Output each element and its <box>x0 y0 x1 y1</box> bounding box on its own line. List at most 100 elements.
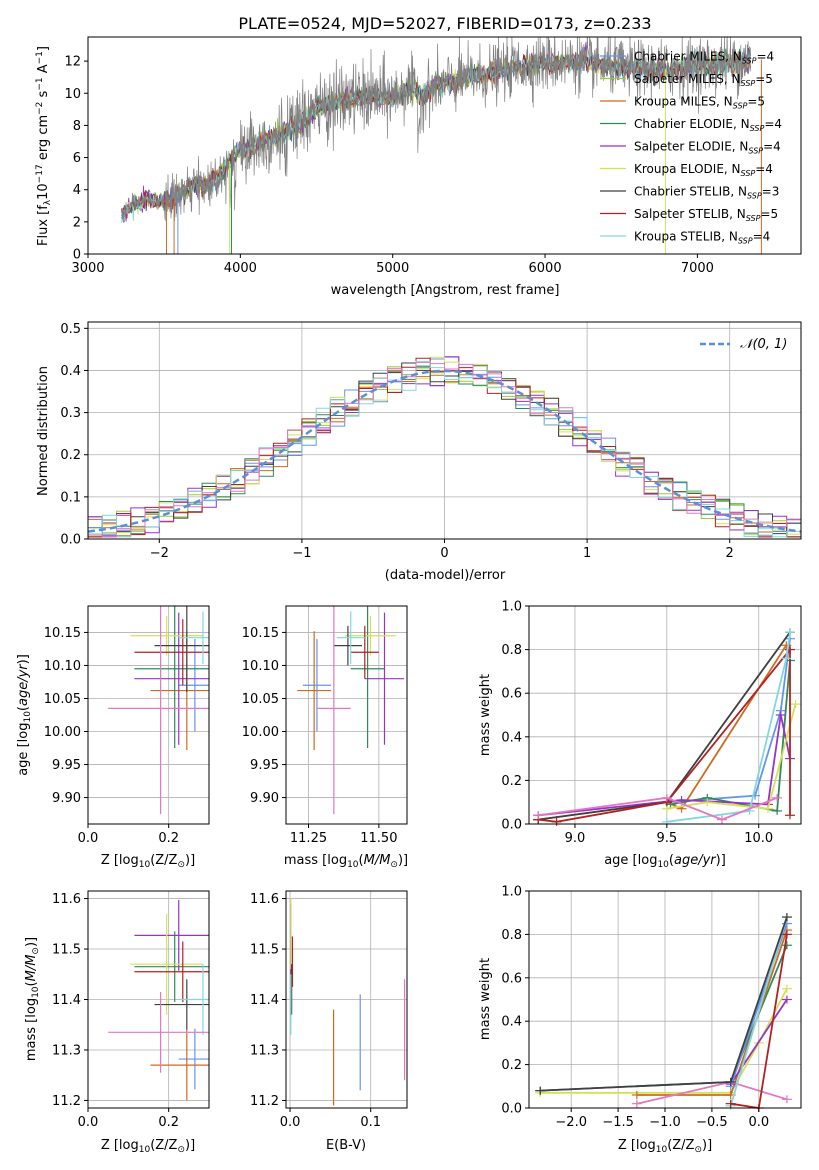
x-tick-label: −2.0 <box>555 1115 587 1130</box>
y-tick-label: 0.2 <box>60 448 81 463</box>
age-vs-metallicity-plot-area <box>87 606 209 824</box>
x-tick-label: −1 <box>292 546 311 561</box>
y-tick-label: 1.0 <box>501 885 522 900</box>
legend-label: Chabrier STELIB, NSSP=3 <box>634 185 779 201</box>
massweight-vs-age-plot-area <box>529 605 801 826</box>
residual-histogram-line <box>88 361 801 538</box>
x-tick-label: 11.25 <box>290 831 327 846</box>
y-tick-label: 10.00 <box>242 725 279 740</box>
legend-label: Kroupa MILES, NSSP=5 <box>634 95 765 111</box>
y-tick-label: 0.6 <box>501 971 522 986</box>
mass-vs-reddening-xlabel: E(B-V) <box>326 1138 366 1153</box>
mass-vs-reddening-panel: 0.0 0.1 11.2 11.3 11.4 11.5 11.6 E(B-V) <box>250 890 408 1153</box>
mass-weight-line <box>538 796 778 821</box>
x-tick-label: 0 <box>440 546 448 561</box>
y-tick-label: 9.90 <box>250 791 279 806</box>
y-tick-label: 11.5 <box>52 943 81 958</box>
legend-label: Kroupa STELIB, NSSP=4 <box>634 230 770 246</box>
y-tick-label: 0.2 <box>501 774 522 789</box>
x-tick-label: 0.2 <box>158 1115 179 1130</box>
spectrum-xlabel: wavelength [Angstrom, rest frame] <box>331 283 560 298</box>
errorbar-group <box>108 606 209 815</box>
legend-label: Kroupa ELODIE, NSSP=4 <box>634 162 773 178</box>
x-tick-label: 7000 <box>681 261 714 276</box>
y-tick-label: 9.95 <box>250 758 279 773</box>
legend-label: Salpeter ELODIE, NSSP=4 <box>634 140 781 156</box>
massweight-vs-age-ticks: 9.0 9.5 10.0 0.0 0.2 0.4 0.6 0.8 1.0 <box>501 600 773 847</box>
y-tick-label: 11.3 <box>250 1043 279 1058</box>
y-tick-label: 0.1 <box>60 490 81 505</box>
x-tick-label: −1.5 <box>602 1115 634 1130</box>
mass-weight-line <box>670 660 791 812</box>
massweight-vs-metallicity-panel: −2.0 −1.5 −1.0 −0.5 0.0 0.0 0.2 0.4 0.6 0.8 1.0 Z … <box>478 885 802 1155</box>
y-tick-label: 11.4 <box>52 993 81 1008</box>
y-tick-label: 0.0 <box>501 818 522 833</box>
mass-weight-line <box>666 632 791 823</box>
y-tick-label: 10 <box>64 87 81 102</box>
legend-label: Chabrier MILES, NSSP=4 <box>634 50 774 66</box>
y-tick-label: 6 <box>73 151 81 166</box>
mass-vs-metallicity-ylabel: mass [log10(M/M⊙)] <box>24 937 41 1061</box>
x-tick-label: 6000 <box>529 261 562 276</box>
observed-spectrum-line <box>121 37 752 222</box>
spectrum-plot-area <box>121 37 762 254</box>
y-tick-label: 10.10 <box>242 659 279 674</box>
gaussian-legend-label: 𝒩(0, 1) <box>740 337 787 352</box>
y-tick-label: 11.2 <box>52 1094 81 1109</box>
y-tick-label: 0.8 <box>501 928 522 943</box>
y-tick-label: 12 <box>64 55 81 70</box>
x-tick-label: 5000 <box>376 261 409 276</box>
x-tick-label: 0.2 <box>158 831 179 846</box>
y-tick-label: 0.0 <box>60 533 81 548</box>
x-tick-label: 0.1 <box>360 1115 381 1130</box>
legend-label: Salpeter MILES, NSSP=5 <box>634 72 773 88</box>
y-tick-label: 10.15 <box>44 626 81 641</box>
y-tick-label: 0.8 <box>501 643 522 658</box>
y-tick-label: 11.6 <box>52 892 81 907</box>
legend-label: Chabrier ELODIE, NSSP=4 <box>634 117 782 133</box>
y-tick-label: 9.95 <box>52 758 81 773</box>
age-vs-metallicity-frame <box>87 605 210 825</box>
x-tick-label: 4000 <box>224 261 257 276</box>
y-tick-label: 0.6 <box>501 687 522 702</box>
y-tick-label: 0.5 <box>60 322 81 337</box>
y-tick-label: 0.4 <box>60 364 81 379</box>
massweight-vs-metallicity-xlabel: Z [log10(Z/Z⊙)] <box>618 1138 712 1155</box>
errorbar-group <box>290 898 406 1106</box>
y-tick-label: 10.00 <box>44 725 81 740</box>
massweight-vs-age-xlabel: age [log10(age/yr)] <box>604 853 726 870</box>
mass-vs-metallicity-ticks: 0.0 0.2 11.2 11.3 11.4 11.5 11.6 <box>52 892 179 1130</box>
mass-vs-reddening-plot-area <box>286 891 407 1108</box>
spectrum-frame <box>87 36 802 255</box>
age-vs-mass-ticks: 11.25 11.50 9.90 9.95 10.00 10.05 10.10 10.15 <box>242 626 398 846</box>
age-vs-mass-xlabel: mass [log10(M/M⊙)] <box>284 853 408 870</box>
x-tick-label: 11.50 <box>360 831 397 846</box>
residual-histogram-line <box>88 360 801 538</box>
mass-weight-line <box>538 631 791 821</box>
mass-vs-metallicity-xlabel: Z [log10(Z/Z⊙)] <box>101 1138 195 1155</box>
age-vs-mass-plot-area <box>286 606 407 824</box>
y-tick-label: 0 <box>73 248 81 263</box>
residuals-legend: 𝒩(0, 1) <box>700 337 787 352</box>
spectrum-ticks: 3000 4000 5000 6000 7000 0 2 4 6 8 10 12 <box>64 55 713 276</box>
x-tick-label: 2 <box>726 546 734 561</box>
age-vs-metallicity-panel: 0.0 0.2 9.90 9.95 10.00 10.05 10.10 10.15 Z [lo… <box>16 605 210 870</box>
massweight-vs-metallicity-ticks: −2.0 −1.5 −1.0 −0.5 0.0 0.0 0.2 0.4 0.6 0.8 1.0 <box>501 885 769 1131</box>
massweight-vs-metallicity-plot-area <box>529 890 801 1112</box>
x-tick-label: −2 <box>150 546 169 561</box>
y-tick-label: 0.2 <box>501 1058 522 1073</box>
x-tick-label: 0.0 <box>78 1115 99 1130</box>
mass-weight-line <box>538 644 788 821</box>
residuals-xlabel: (data-model)/error <box>385 568 506 583</box>
y-tick-label: 8 <box>73 119 81 134</box>
age-vs-mass-panel: 11.25 11.50 9.90 9.95 10.00 10.05 10.10 10.15 m… <box>242 605 408 870</box>
y-tick-label: 11.5 <box>250 943 279 958</box>
age-vs-metallicity-xlabel: Z [log10(Z/Z⊙)] <box>101 853 195 870</box>
y-tick-label: 2 <box>73 215 81 230</box>
residuals-ylabel: Normed distribution <box>36 366 51 496</box>
spectrum-legend: Chabrier MILES, NSSP=4 Salpeter MILES, NS… <box>600 50 782 246</box>
gaussian-curve <box>87 369 802 533</box>
legend-label: Salpeter STELIB, NSSP=5 <box>634 207 778 223</box>
mass-vs-metallicity-panel: 0.0 0.2 11.2 11.3 11.4 11.5 11.6 Z [log10(Z/Z⊙… <box>24 890 210 1155</box>
